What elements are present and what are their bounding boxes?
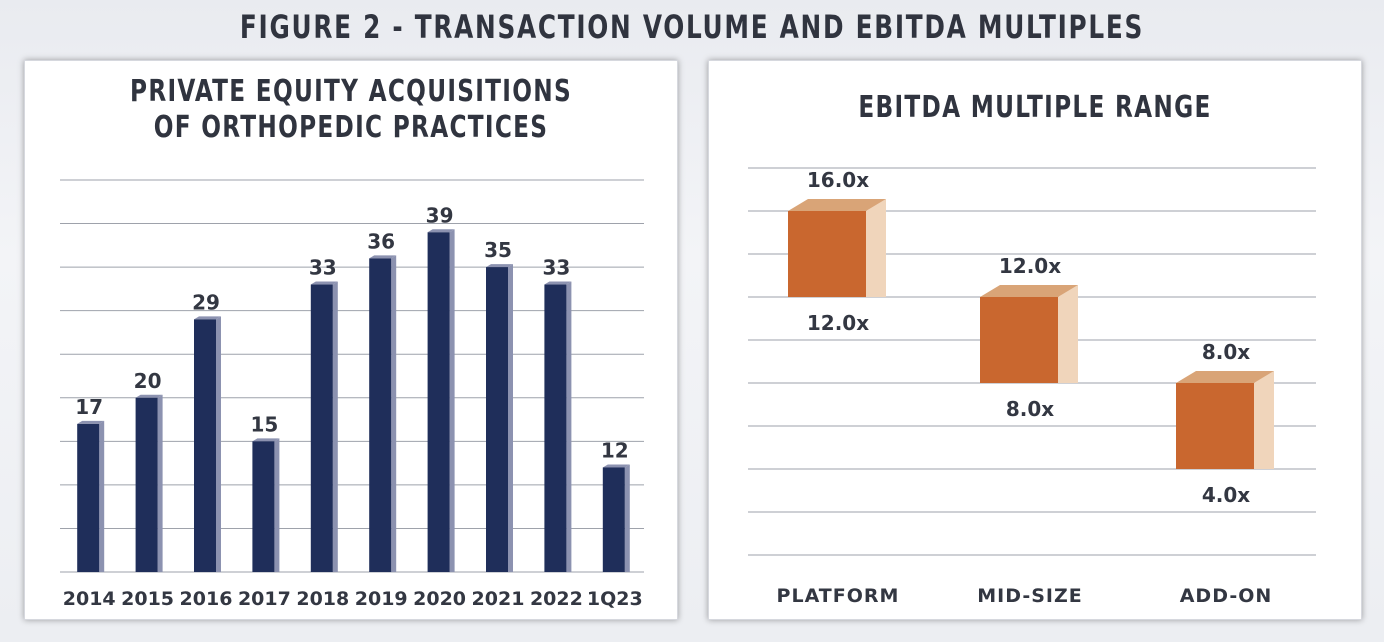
low-label: 12.0x xyxy=(807,311,869,335)
bar-side xyxy=(99,420,105,572)
bar xyxy=(486,267,508,572)
range-box-side xyxy=(866,199,886,297)
bar-top xyxy=(602,464,630,468)
acquisitions-title-line1: PRIVATE EQUITY ACQUISITIONS xyxy=(130,74,572,109)
range-box-side xyxy=(1058,285,1078,383)
data-label: 39 xyxy=(426,203,454,227)
data-label: 20 xyxy=(134,369,162,393)
range-box-side xyxy=(1254,371,1274,469)
data-label: 15 xyxy=(250,412,278,436)
bar xyxy=(544,284,567,572)
bar-side xyxy=(566,281,572,572)
data-label: 33 xyxy=(309,256,337,280)
data-label: 35 xyxy=(484,238,512,262)
data-label: 36 xyxy=(367,229,395,253)
x-tick-label: 2016 xyxy=(180,588,233,610)
bar-side xyxy=(624,464,630,572)
bar xyxy=(135,397,158,572)
range-box-top xyxy=(980,285,1078,297)
acquisitions-chart-panel: PRIVATE EQUITY ACQUISITIONS OF ORTHOPEDI… xyxy=(24,60,678,620)
x-tick-label: 2014 xyxy=(63,588,116,610)
x-tick-label: 2021 xyxy=(472,588,525,610)
bar-top xyxy=(544,281,572,285)
range-box xyxy=(788,211,866,297)
x-tick-label: ADD-ON xyxy=(1180,585,1273,607)
bar-top xyxy=(135,394,163,398)
range-box-top xyxy=(1176,371,1274,383)
low-label: 4.0x xyxy=(1202,483,1250,507)
data-label: 29 xyxy=(192,290,220,314)
range-box xyxy=(1176,383,1254,469)
bar xyxy=(369,258,392,572)
data-label: 12 xyxy=(601,438,629,462)
bar-top xyxy=(194,316,221,320)
x-tick-label: MID-SIZE xyxy=(977,585,1083,607)
bar xyxy=(602,467,625,572)
bar xyxy=(194,319,216,572)
bar-top xyxy=(486,264,513,268)
bar-top xyxy=(310,281,338,285)
ebitda-chart-title: EBITDA MULTIPLE RANGE xyxy=(858,90,1212,125)
bar xyxy=(310,284,333,572)
bar-side xyxy=(157,394,163,572)
x-tick-label: PLATFORM xyxy=(777,585,900,607)
range-box xyxy=(980,297,1058,383)
x-tick-label: 2020 xyxy=(413,588,466,610)
ebitda-chart-panel: EBITDA MULTIPLE RANGE 16.0x 12.0x PLATFORM… xyxy=(708,60,1362,620)
bar-side xyxy=(449,229,455,572)
acquisitions-chart-title: PRIVATE EQUITY ACQUISITIONS OF ORTHOPEDI… xyxy=(70,74,632,146)
range-box-top xyxy=(788,199,886,211)
x-tick-label: 2015 xyxy=(121,588,174,610)
bar xyxy=(252,441,275,572)
bar-top xyxy=(77,420,105,424)
bar-top xyxy=(252,438,280,442)
acquisitions-bar-chart: 17 2014 20 2015 29 2016 15 2017 33 2018 36 2019 39 20… xyxy=(60,179,644,610)
bar xyxy=(427,232,450,572)
x-tick-label: 2019 xyxy=(355,588,408,610)
ebitda-range-chart: 16.0x 12.0x PLATFORM 12.0x 8.0x MID-SIZE 8.0x 4… xyxy=(748,167,1316,607)
data-label: 33 xyxy=(542,256,570,280)
x-tick-label: 1Q23 xyxy=(587,588,643,610)
high-label: 8.0x xyxy=(1202,340,1250,364)
low-label: 8.0x xyxy=(1006,397,1054,421)
bar-side xyxy=(391,255,397,572)
high-label: 16.0x xyxy=(807,168,869,192)
bar-side xyxy=(508,264,513,572)
bar xyxy=(77,423,100,572)
bar-side xyxy=(332,281,338,572)
x-tick-label: 2022 xyxy=(530,588,583,610)
figure-title: FIGURE 2 - TRANSACTION VOLUME AND EBITDA… xyxy=(239,8,1145,46)
bar-top xyxy=(369,255,397,259)
bar-side xyxy=(274,438,280,572)
bar-side xyxy=(216,316,221,572)
data-label: 17 xyxy=(75,395,103,419)
bar-top xyxy=(427,229,455,233)
acquisitions-title-line2: OF ORTHOPEDIC PRACTICES xyxy=(153,110,549,145)
high-label: 12.0x xyxy=(999,254,1061,278)
x-tick-label: 2017 xyxy=(238,588,291,610)
x-tick-label: 2018 xyxy=(296,588,349,610)
